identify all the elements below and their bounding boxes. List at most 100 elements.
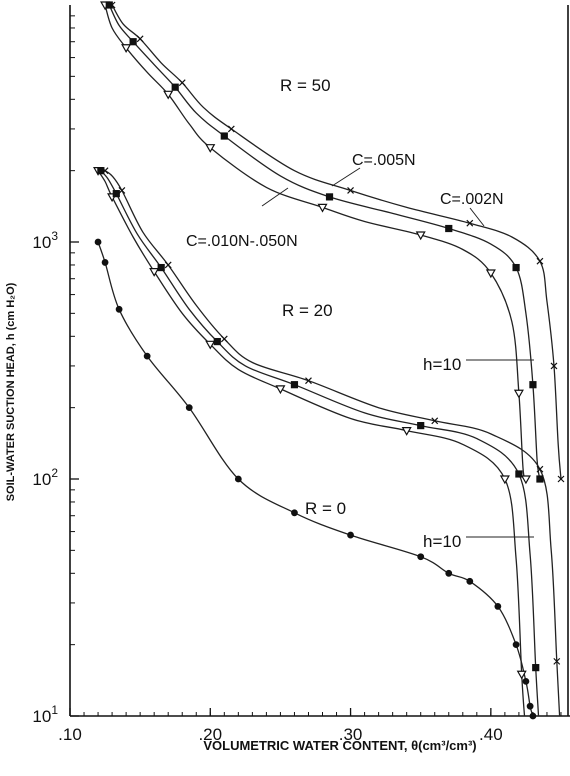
y-tick-exponent: 3 <box>51 229 58 243</box>
x-tick-label: .20 <box>198 725 222 744</box>
leader-lines <box>261 167 534 538</box>
y-axis-label: SOIL-WATER SUCTION HEAD, h (cm H₂O) <box>5 282 17 501</box>
x-tick-label: .30 <box>339 725 363 744</box>
series-line-1-3 <box>111 4 562 480</box>
data-point <box>536 475 544 483</box>
series-line-2-3 <box>104 170 561 717</box>
data-point <box>550 362 558 370</box>
data-point <box>143 352 151 360</box>
data-point <box>94 238 102 246</box>
data-point <box>513 389 524 399</box>
data-point <box>305 377 312 385</box>
annotation-h10-r0: h=10 <box>423 532 461 551</box>
data-point <box>291 509 298 517</box>
data-point <box>529 381 537 389</box>
data-point <box>536 257 544 265</box>
group-label-r50: R = 50 <box>280 76 331 95</box>
axes <box>69 5 570 717</box>
x-axis-label: VOLUMETRIC WATER CONTENT, θ(cm³/cm³) <box>203 738 476 753</box>
x-tick-label: .10 <box>58 725 82 744</box>
annotation-c002: C=.002N <box>440 191 504 208</box>
series-line-3-1 <box>97 241 534 717</box>
y-tick-label: 102 <box>32 466 58 489</box>
data-point <box>522 677 530 685</box>
series-line-2-1 <box>97 170 526 717</box>
leader-002 <box>469 207 485 227</box>
data-point <box>205 340 216 350</box>
leader-010 <box>261 187 289 207</box>
data-point <box>557 475 565 483</box>
data-point <box>520 475 531 485</box>
data-point <box>220 335 228 343</box>
data-point <box>466 219 474 227</box>
group-label-r20: R = 20 <box>282 301 333 320</box>
data-point <box>417 422 425 430</box>
markers <box>93 1 565 720</box>
data-point <box>101 167 109 175</box>
annotation-c005: C=.005N <box>352 152 416 169</box>
data-point <box>108 1 116 9</box>
data-point <box>515 470 523 478</box>
annotations: R = 50 C=.005N C=.002N C=.010N-.050N h=1… <box>186 76 504 551</box>
data-point <box>553 657 561 665</box>
data-point <box>185 404 193 412</box>
data-point <box>275 385 286 395</box>
x-tick-label: .40 <box>479 725 503 744</box>
data-point <box>164 261 172 269</box>
data-point <box>445 224 453 233</box>
data-point <box>512 263 520 272</box>
annotation-c010-050: C=.010N-.050N <box>186 233 298 250</box>
y-tick-base: 10 <box>32 233 51 252</box>
data-point <box>227 125 235 133</box>
data-point <box>417 553 425 561</box>
data-point <box>317 203 328 213</box>
data-point <box>220 132 228 140</box>
data-point <box>97 167 105 175</box>
data-point <box>347 531 354 539</box>
data-point <box>445 569 453 577</box>
data-point <box>290 381 299 389</box>
leader-005 <box>331 167 361 187</box>
data-point <box>347 187 354 194</box>
data-point <box>234 475 242 483</box>
minor-ticks <box>70 15 562 716</box>
data-point <box>325 193 334 201</box>
y-tick-exponent: 1 <box>51 703 58 717</box>
data-point <box>494 603 502 610</box>
series-line-2-2 <box>100 170 540 717</box>
data-point <box>532 664 540 672</box>
group-label-r0: R = 0 <box>305 499 346 518</box>
data-point <box>163 90 174 100</box>
data-point <box>485 269 496 279</box>
y-tick-label: 101 <box>32 703 58 726</box>
data-point <box>401 427 412 436</box>
x-ticks: .10 .20 .30 .40 <box>58 708 503 744</box>
data-point <box>213 337 221 346</box>
data-point <box>499 475 510 485</box>
data-point <box>136 35 144 43</box>
data-point <box>112 190 120 198</box>
annotation-h10-r20: h=10 <box>423 355 461 374</box>
data-point <box>516 670 527 680</box>
data-point <box>512 641 520 649</box>
data-point <box>431 417 439 425</box>
data-point <box>529 712 537 720</box>
data-point <box>536 465 544 473</box>
data-point <box>526 702 534 710</box>
y-tick-base: 10 <box>32 470 51 489</box>
data-point <box>178 79 186 87</box>
data-point <box>149 268 160 277</box>
data-point <box>129 38 137 46</box>
data-point <box>118 187 126 194</box>
data-point <box>101 259 109 266</box>
y-tick-label: 103 <box>32 229 58 252</box>
data-point <box>157 263 165 272</box>
data-point <box>466 577 474 585</box>
data-point <box>415 231 426 241</box>
data-point <box>171 83 179 91</box>
data-point <box>121 44 132 53</box>
y-tick-exponent: 2 <box>51 466 58 480</box>
data-point <box>115 305 123 313</box>
